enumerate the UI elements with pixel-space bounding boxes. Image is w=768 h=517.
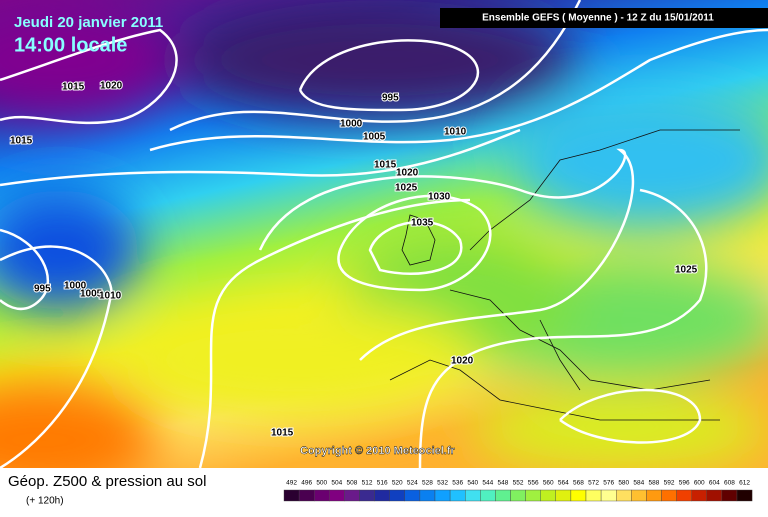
color-swatch xyxy=(359,489,375,502)
color-swatch xyxy=(419,489,436,502)
color-swatch xyxy=(631,489,647,502)
colorbar-tick-label: 580 xyxy=(618,480,629,487)
colorbar-tick-label: 576 xyxy=(603,480,614,487)
isobar-label: 1005 xyxy=(363,132,386,143)
colorbar: 492 496 500 504 508 512 516 520 524 528 532 536 540 5… xyxy=(283,480,753,502)
color-swatch xyxy=(691,489,708,502)
copyright: Copyright © 2010 Meteociel.fr xyxy=(300,445,456,457)
color-swatch xyxy=(449,489,466,502)
colorbar-tick-label: 500 xyxy=(316,480,327,487)
color-swatch xyxy=(465,489,481,502)
color-swatch xyxy=(389,489,406,502)
colorbar-tick-label: 608 xyxy=(724,480,735,487)
color-swatch xyxy=(616,489,632,502)
color-swatch xyxy=(510,489,526,502)
footer-subtitle: (+ 120h) xyxy=(26,496,64,507)
footer-title: Géop. Z500 & pression au sol xyxy=(8,473,206,490)
colorbar-tick-label: 544 xyxy=(482,480,493,487)
isobar-label: 1015 xyxy=(271,428,294,439)
color-swatch xyxy=(344,489,360,502)
colorbar-tick-label: 572 xyxy=(588,480,599,487)
color-swatch xyxy=(555,489,572,502)
colorbar-tick-label: 516 xyxy=(377,480,388,487)
color-swatch xyxy=(374,489,390,502)
color-swatch xyxy=(676,489,692,502)
color-swatch xyxy=(480,489,496,502)
colorbar-tick-label: 536 xyxy=(452,480,463,487)
colorbar-tick-label: 532 xyxy=(437,480,448,487)
colorbar-tick-label: 504 xyxy=(331,480,342,487)
colorbar-tick-label: 540 xyxy=(467,480,478,487)
color-swatch xyxy=(585,489,602,502)
colorbar-tick-label: 556 xyxy=(528,480,539,487)
colorbar-tick-label: 548 xyxy=(498,480,509,487)
colorbar-tick-label: 508 xyxy=(347,480,358,487)
color-swatch xyxy=(736,489,753,502)
forecast-date: Jeudi 20 janvier 2011 xyxy=(14,14,163,31)
isobar-label: 1005 xyxy=(80,289,103,300)
color-swatch xyxy=(298,489,315,502)
colorbar-tick-label: 568 xyxy=(573,480,584,487)
colorbar-tick-label: 604 xyxy=(709,480,720,487)
colorbar-tick-label: 592 xyxy=(664,480,675,487)
color-swatch xyxy=(434,489,451,502)
isobar-label: 1020 xyxy=(451,356,474,367)
colorbar-tick-label: 588 xyxy=(649,480,660,487)
colorbar-tick-label: 560 xyxy=(543,480,554,487)
colorbar-tick-label: 584 xyxy=(633,480,644,487)
colorbar-tick-label: 596 xyxy=(679,480,690,487)
isobars xyxy=(0,0,768,468)
isobar-label: 1025 xyxy=(395,183,418,194)
color-swatch xyxy=(540,489,557,502)
colorbar-tick-label: 512 xyxy=(362,480,373,487)
isobar-label: 1025 xyxy=(675,265,698,276)
color-swatch xyxy=(600,489,617,502)
colorbar-tick-label: 600 xyxy=(694,480,705,487)
color-swatch xyxy=(314,489,330,502)
colorbar-tick-label: 564 xyxy=(558,480,569,487)
isobar-label: 1000 xyxy=(340,119,363,130)
colorbar-tick-label: 528 xyxy=(422,480,433,487)
color-swatch xyxy=(721,489,738,502)
isobar-label: 1020 xyxy=(100,81,123,92)
isobar-label: 1035 xyxy=(411,218,434,229)
isobar-label: 995 xyxy=(382,93,399,104)
colorbar-tick-label: 520 xyxy=(392,480,403,487)
color-swatch xyxy=(525,489,541,502)
isobar-label: 1010 xyxy=(444,127,467,138)
colorbar-tick-label: 496 xyxy=(301,480,312,487)
color-swatch xyxy=(570,489,587,502)
color-swatch xyxy=(283,489,300,502)
header-box xyxy=(440,8,768,28)
color-swatch xyxy=(646,489,662,502)
isobar-label: 1015 xyxy=(62,82,85,93)
color-swatch xyxy=(706,489,723,502)
isobar-label: 1000 xyxy=(64,281,87,292)
isobar-label: 995 xyxy=(34,284,51,295)
color-swatch xyxy=(329,489,345,502)
colorbar-tick-label: 492 xyxy=(286,480,297,487)
isobar-label: 1030 xyxy=(428,192,451,203)
colorbar-tick-label: 552 xyxy=(513,480,524,487)
model-run: Ensemble GEFS ( Moyenne ) - 12 Z du 15/0… xyxy=(482,13,714,24)
isobar-label: 1015 xyxy=(374,160,397,171)
forecast-time: 14:00 locale xyxy=(14,34,127,56)
color-swatch xyxy=(404,489,421,502)
isobar-label: 1015 xyxy=(10,136,33,147)
colorbar-tick-label: 612 xyxy=(739,480,750,487)
color-swatch xyxy=(495,489,511,502)
colorbar-tick-label: 524 xyxy=(407,480,418,487)
isobar-label: 1020 xyxy=(396,168,419,179)
isobar-label: 1010 xyxy=(99,291,122,302)
color-swatch xyxy=(661,489,677,502)
